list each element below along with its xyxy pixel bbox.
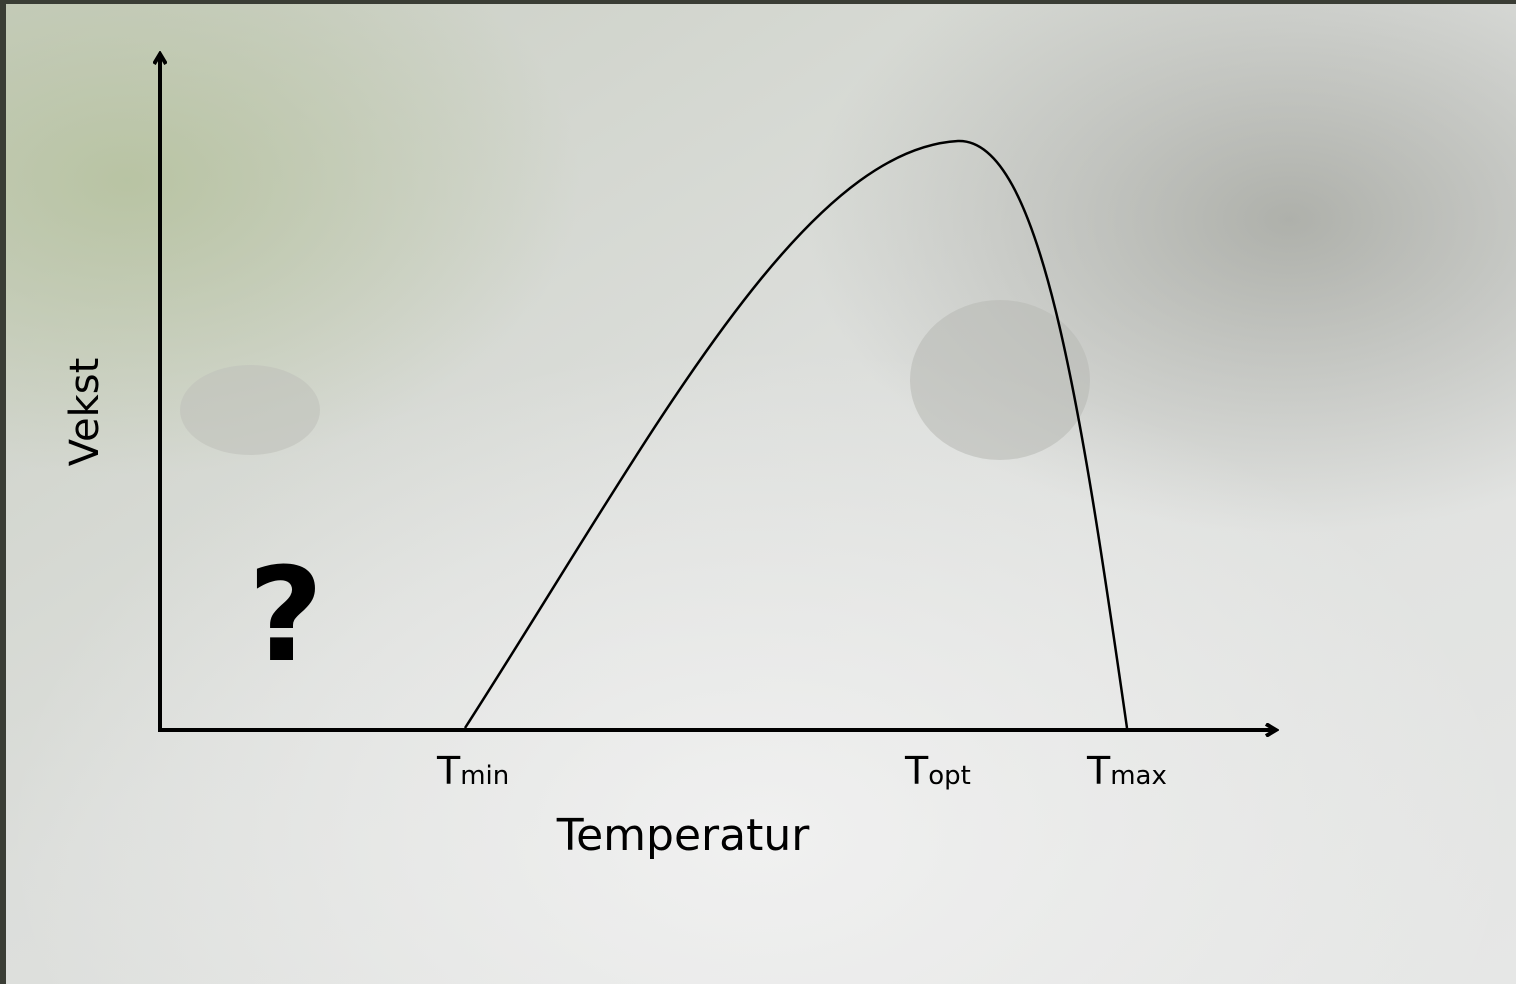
page: Vekst Temperatur ? TminToptTmax (() => {…: [0, 0, 1516, 984]
point-subscript: max: [1110, 761, 1167, 791]
point-symbol: T: [436, 749, 461, 793]
point-subscript: opt: [928, 761, 971, 791]
x-axis-label: Temperatur: [556, 810, 811, 861]
slide: Vekst Temperatur ? TminToptTmax: [0, 0, 1516, 984]
question-mark: ?: [248, 539, 323, 691]
point-subscript: min: [460, 761, 509, 791]
y-axis-label: Vekst: [62, 358, 108, 467]
point-symbol: T: [904, 749, 929, 793]
point-symbol: T: [1086, 749, 1111, 793]
